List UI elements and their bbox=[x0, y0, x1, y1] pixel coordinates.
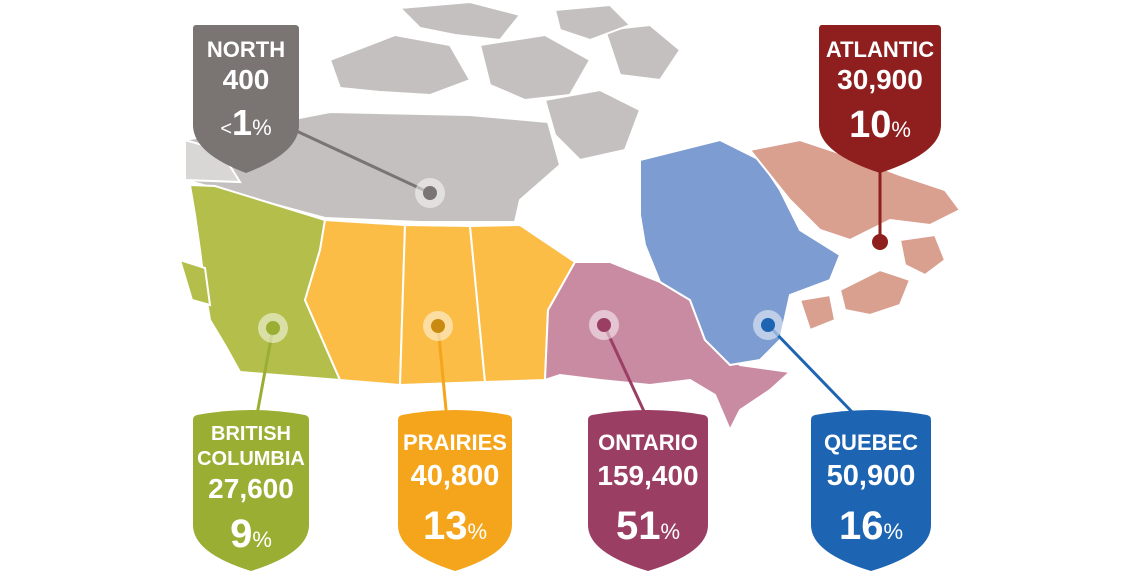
badge-shield bbox=[819, 25, 941, 173]
region-percent: <1% bbox=[220, 102, 271, 143]
region-count: 159,400 bbox=[597, 460, 698, 491]
marker-bc bbox=[258, 313, 288, 343]
badge-atlantic: ATLANTIC 30,900 10% bbox=[819, 25, 941, 173]
badge-shield bbox=[398, 410, 512, 571]
badge-shield bbox=[193, 25, 299, 173]
leader-line-north bbox=[289, 126, 431, 195]
region-count: 27,600 bbox=[208, 473, 294, 504]
region-name-line1: BRITISH bbox=[211, 423, 291, 445]
marker-north bbox=[415, 178, 445, 208]
badge-north: NORTH 400 <1% bbox=[193, 25, 299, 173]
region-percent: 13% bbox=[423, 504, 487, 548]
marker-quebec bbox=[753, 310, 783, 340]
region-percent: 51% bbox=[616, 504, 680, 548]
region-count: 30,900 bbox=[837, 64, 923, 95]
region-percent: 10% bbox=[849, 104, 911, 146]
region-percent: 9% bbox=[230, 512, 272, 556]
region-name: ONTARIO bbox=[598, 430, 698, 455]
leader-line-quebec bbox=[766, 323, 857, 417]
badge-shield bbox=[588, 410, 708, 571]
leader-line-prairies bbox=[436, 325, 449, 421]
badge-ontario: ONTARIO 159,400 51% bbox=[588, 410, 708, 571]
leader-line-ontario bbox=[602, 324, 650, 421]
badge-shield bbox=[811, 410, 931, 571]
region-name: NORTH bbox=[207, 37, 285, 62]
region-count: 50,900 bbox=[827, 460, 916, 492]
map-region-atlantic bbox=[748, 138, 962, 332]
region-percent: 16% bbox=[839, 504, 903, 548]
badge-shield bbox=[193, 410, 309, 571]
map-hudson-bay bbox=[540, 190, 645, 262]
region-count: 400 bbox=[223, 64, 270, 95]
region-name: QUEBEC bbox=[824, 430, 918, 455]
region-name: PRAIRIES bbox=[403, 430, 507, 455]
map-bc-island bbox=[178, 258, 212, 307]
badge-quebec: QUEBEC 50,900 16% bbox=[811, 410, 931, 571]
region-count: 40,800 bbox=[411, 460, 500, 492]
marker-ontario bbox=[589, 310, 619, 340]
leader-line-bc bbox=[254, 327, 275, 421]
map-region-quebec bbox=[639, 138, 842, 367]
marker-atlantic bbox=[872, 234, 888, 250]
map-region-prairies bbox=[303, 218, 577, 387]
badge-prairies: PRAIRIES 40,800 13% bbox=[398, 410, 512, 571]
region-name: ATLANTIC bbox=[826, 37, 934, 62]
badge-bc: BRITISH COLUMBIA 27,600 9% bbox=[193, 410, 309, 571]
region-name-line2: COLUMBIA bbox=[197, 448, 305, 470]
marker-prairies bbox=[423, 311, 453, 341]
